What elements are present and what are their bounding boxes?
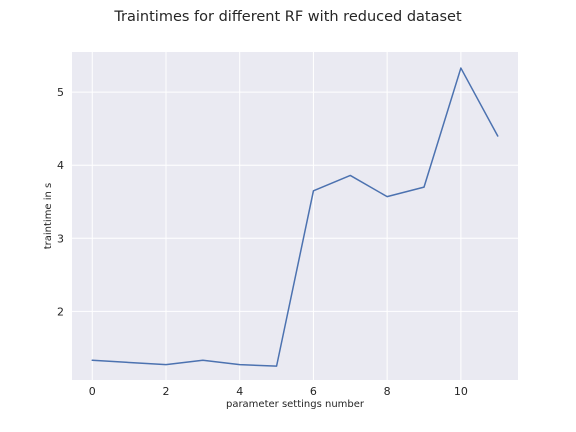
grid xyxy=(72,52,518,380)
chart-title: Traintimes for different RF with reduced… xyxy=(113,9,462,25)
x-tick-label: 10 xyxy=(454,385,468,398)
data-point xyxy=(348,173,352,177)
y-tick-label: 5 xyxy=(57,86,64,99)
x-tick-label: 8 xyxy=(384,385,391,398)
data-point xyxy=(201,358,205,362)
series-line xyxy=(91,67,499,367)
data-point xyxy=(164,363,168,367)
x-tick-label: 4 xyxy=(236,385,243,398)
y-tick-label: 4 xyxy=(57,159,64,172)
data-point xyxy=(385,195,389,199)
data-point xyxy=(275,364,279,368)
x-tick-label: 2 xyxy=(162,385,169,398)
data-point xyxy=(90,358,94,362)
y-tick-label: 2 xyxy=(57,305,64,318)
y-axis-label: traintime in s xyxy=(43,183,54,250)
series-layer xyxy=(90,66,500,368)
data-point xyxy=(459,66,463,70)
x-tick-label: 6 xyxy=(310,385,317,398)
y-tick-label: 3 xyxy=(57,232,64,245)
plot-area xyxy=(72,52,518,380)
tick-labels: 0 2 4 6 8 10 2 3 4 5 xyxy=(57,86,468,398)
data-point xyxy=(422,185,426,189)
data-point xyxy=(238,363,242,367)
x-axis-label: parameter settings number xyxy=(226,399,365,410)
data-point xyxy=(127,360,131,364)
data-point xyxy=(311,189,315,193)
data-point xyxy=(496,134,500,138)
x-tick-label: 0 xyxy=(89,385,96,398)
